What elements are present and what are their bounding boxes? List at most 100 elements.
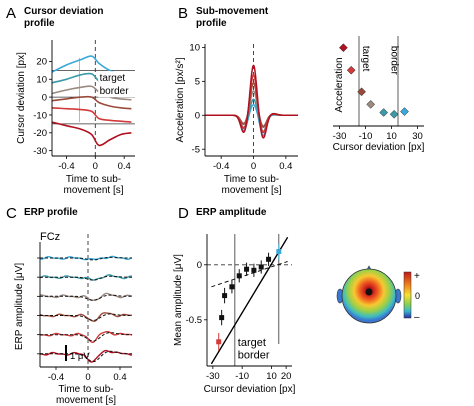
y-tick-label: 0	[197, 260, 202, 271]
panel-letter-a: A	[6, 5, 16, 22]
erp-fit-line	[39, 256, 132, 261]
amplitude-data-point	[244, 266, 250, 272]
x-tick-label: 10	[386, 131, 397, 142]
amplitude-data-point	[216, 339, 222, 345]
target-annotation-line1: target	[360, 46, 371, 72]
acceleration-series-line	[204, 103, 298, 137]
deviation-series-line	[51, 107, 132, 123]
erp-fit-line	[40, 332, 132, 342]
target-annotation-line2: border	[238, 349, 270, 361]
annotation-bg	[98, 71, 141, 98]
x-axis-label: Time to sub-movement [s]	[63, 174, 123, 196]
y-tick-label: 10	[189, 43, 200, 54]
y-axis-label: Cursor deviation [px]	[16, 52, 27, 144]
y-tick-label: 0	[42, 92, 47, 103]
y-tick-label: -30	[33, 146, 47, 157]
y-tick-label: -20	[33, 128, 47, 139]
x-axis-label: Time to sub-movement [s]	[221, 174, 281, 196]
panel-a: A Cursor deviation profile target border -…	[6, 5, 141, 196]
panel-letter-c: C	[6, 205, 17, 222]
panel-letter-b: B	[178, 5, 188, 22]
amplitude-data-point	[276, 249, 282, 255]
scalp-topomap: + 0 –	[336, 265, 420, 324]
deviation-series-line	[51, 85, 132, 101]
colorbar-minus: –	[414, 312, 420, 323]
cursor-deviation-plot: target border -0.4 0 0.4 -30 -20 -10 0 10 20 Time t…	[16, 40, 141, 196]
y-axis-label: Acceleration	[334, 57, 345, 112]
x-axis-label: Cursor deviation [px]	[333, 142, 425, 153]
erp-fit-line	[40, 275, 132, 281]
diamond-data-point	[339, 43, 348, 53]
erp-trace-line	[39, 312, 133, 322]
topomap-head	[341, 268, 397, 324]
y-axis-label: ERP amplitude [μV]	[14, 263, 25, 351]
panel-b-title-line2: profile	[196, 18, 227, 29]
diamond-data-point	[400, 107, 409, 116]
fit-line	[211, 261, 288, 288]
y-tick-label: 10	[36, 75, 47, 86]
x-axis-label: Cursor deviation [px]	[204, 384, 296, 395]
colorbar-zero: 0	[415, 291, 420, 301]
amplitude-data-point	[219, 315, 225, 321]
y-tick-label: -5	[192, 145, 200, 156]
y-tick-label: -0.5	[186, 315, 202, 326]
amplitude-data-point	[266, 256, 272, 262]
channel-label: FCz	[40, 231, 60, 243]
annotation-bg	[236, 344, 283, 372]
x-tick-label: 20	[281, 371, 292, 382]
erp-fit-line	[39, 350, 132, 363]
erp-trace-line	[39, 292, 133, 302]
x-tick-label: 30	[412, 131, 423, 142]
acceleration-series-line	[204, 64, 298, 139]
panel-b-title-line1: Sub-movement	[196, 6, 269, 17]
x-tick-label: 10	[266, 371, 277, 382]
sub-movement-plot: -0.4 0 0.4 -5 0 5 10 Time to sub-movement [s] Ac…	[175, 43, 298, 196]
deviation-series-line	[51, 121, 132, 147]
x-tick-label: 0.4	[118, 161, 131, 172]
x-tick-label: -10	[235, 371, 249, 382]
panel-b: B Sub-movement profile -0.4 0 0.4 -5 0 5 10 Tim…	[175, 5, 425, 196]
deviation-series-line	[51, 95, 132, 110]
colorbar	[403, 271, 412, 319]
diamond-data-point	[357, 87, 366, 97]
amplitude-data-point	[258, 264, 264, 270]
diamond-data-point	[366, 100, 376, 109]
target-annotation-line1: target	[100, 73, 126, 84]
colorbar-plus: +	[414, 271, 420, 282]
x-tick-label: 0	[251, 161, 256, 172]
y-tick-label: 5	[195, 77, 200, 88]
amplitude-data-point	[251, 267, 257, 273]
x-tick-label: -0.4	[213, 161, 229, 172]
erp-trace-line	[39, 330, 133, 344]
target-annotation-line2: border	[100, 86, 130, 97]
x-tick-label: -30	[333, 131, 347, 142]
y-tick-label: 0	[195, 111, 200, 122]
panel-c-title: ERP profile	[24, 207, 78, 218]
amplitude-data-point	[236, 273, 242, 279]
x-tick-label: 0.4	[113, 372, 126, 383]
diamond-data-point	[379, 108, 389, 117]
panel-letter-d: D	[178, 205, 189, 222]
x-tick-label: -10	[359, 131, 373, 142]
y-tick-label: -10	[33, 110, 47, 121]
x-tick-label: 0	[85, 372, 90, 383]
x-axis-label: Time to sub-movement [s]	[56, 384, 116, 406]
panel-a-title-line2: profile	[24, 18, 55, 29]
panel-a-title-line1: Cursor deviation	[24, 6, 103, 17]
y-axis-label: Acceleration [px/s²]	[175, 57, 186, 142]
target-annotation-line1: target	[238, 337, 266, 349]
y-axis-label: Mean amplitude [μV]	[173, 254, 184, 346]
target-annotation-line2: border	[389, 46, 400, 76]
x-tick-label: -30	[206, 371, 220, 382]
amplitude-data-point	[222, 293, 228, 299]
scalebar-label: 1 μV	[70, 351, 90, 362]
diamond-data-point	[389, 109, 399, 119]
x-tick-label: -0.4	[48, 372, 64, 383]
fcz-electrode-dot	[365, 288, 373, 296]
x-tick-label: 0.4	[279, 161, 292, 172]
